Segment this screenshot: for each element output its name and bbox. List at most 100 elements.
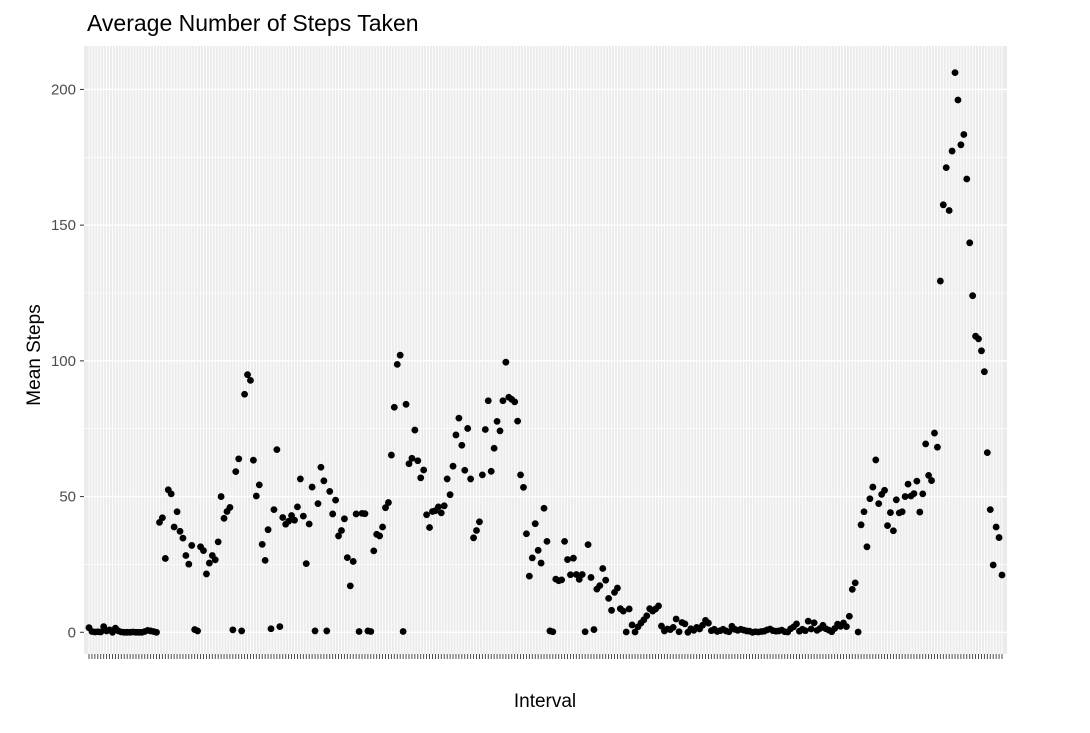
data-point — [945, 207, 953, 214]
data-point — [590, 626, 598, 633]
data-point — [869, 483, 877, 491]
data-point — [619, 607, 627, 615]
data-point — [543, 537, 551, 545]
data-point — [578, 571, 586, 578]
data-point — [892, 496, 900, 504]
data-point — [980, 368, 988, 376]
data-point — [97, 628, 105, 636]
data-point — [569, 554, 577, 562]
data-point — [978, 347, 985, 355]
data-point — [232, 468, 240, 475]
data-point — [490, 444, 498, 452]
data-point — [969, 292, 977, 300]
data-point — [954, 96, 962, 104]
data-point — [804, 617, 812, 625]
y-axis-ticks: 0 50 100 150 200 — [51, 81, 84, 641]
data-point — [487, 467, 495, 475]
data-point — [898, 508, 906, 516]
data-point — [476, 518, 483, 526]
data-point — [346, 582, 354, 590]
data-point — [420, 466, 428, 474]
data-point — [672, 615, 680, 623]
data-point — [173, 508, 181, 516]
data-point — [866, 495, 874, 503]
data-point — [211, 556, 219, 564]
data-point — [860, 508, 868, 516]
data-point — [296, 475, 304, 483]
data-point — [599, 565, 607, 572]
data-point — [185, 560, 193, 568]
data-point — [810, 619, 818, 627]
data-point — [440, 502, 448, 510]
data-point — [405, 460, 413, 468]
data-point — [464, 425, 472, 432]
data-point — [499, 397, 507, 405]
y-tick-label: 150 — [51, 217, 76, 234]
data-point — [349, 558, 357, 565]
data-point — [493, 417, 501, 425]
data-point — [203, 570, 210, 578]
data-point — [966, 239, 974, 247]
data-point — [443, 475, 451, 483]
data-point — [596, 582, 604, 589]
data-point — [188, 542, 196, 549]
data-point — [669, 624, 677, 631]
data-point — [194, 627, 202, 635]
data-point — [276, 623, 284, 630]
data-point — [446, 491, 454, 499]
data-point — [942, 164, 950, 172]
data-point — [291, 516, 298, 524]
data-point — [329, 510, 337, 518]
data-point — [845, 612, 853, 620]
plot-panel — [84, 46, 1007, 654]
data-point — [854, 628, 862, 636]
data-point — [470, 534, 477, 542]
data-point — [631, 628, 639, 636]
data-point — [975, 335, 982, 343]
data-point — [264, 526, 272, 534]
data-point — [793, 620, 800, 628]
data-point — [426, 524, 433, 531]
data-point — [567, 571, 574, 579]
data-point — [161, 555, 169, 562]
data-point — [572, 571, 580, 578]
data-point — [379, 523, 386, 531]
data-point — [299, 512, 307, 520]
data-point — [367, 628, 375, 635]
data-point — [408, 454, 416, 462]
data-point — [153, 628, 160, 636]
data-point — [317, 463, 325, 471]
data-point — [887, 509, 894, 516]
data-point — [176, 527, 184, 535]
data-point — [960, 131, 968, 138]
data-point — [540, 504, 548, 512]
data-point — [995, 534, 1003, 541]
data-point — [437, 509, 445, 517]
data-point — [919, 490, 927, 498]
data-point — [261, 556, 269, 564]
data-point — [857, 521, 865, 529]
data-point — [179, 534, 187, 542]
data-point — [523, 530, 530, 538]
data-point — [370, 547, 378, 555]
data-point — [361, 510, 369, 518]
y-axis-label: Mean Steps — [24, 304, 45, 405]
data-point — [843, 623, 850, 630]
data-point — [250, 456, 257, 464]
data-point — [561, 537, 568, 545]
data-point — [311, 627, 319, 635]
data-point — [496, 427, 504, 435]
data-point — [525, 572, 533, 580]
data-point — [575, 575, 583, 583]
data-point — [279, 514, 287, 521]
data-point — [385, 499, 392, 506]
data-point — [511, 398, 519, 406]
data-point — [241, 390, 248, 398]
data-point — [922, 440, 930, 448]
data-point — [948, 147, 956, 155]
data-point — [305, 520, 313, 528]
data-point — [904, 480, 912, 488]
data-point — [901, 493, 909, 500]
data-point — [699, 621, 706, 629]
data-point — [884, 522, 891, 530]
